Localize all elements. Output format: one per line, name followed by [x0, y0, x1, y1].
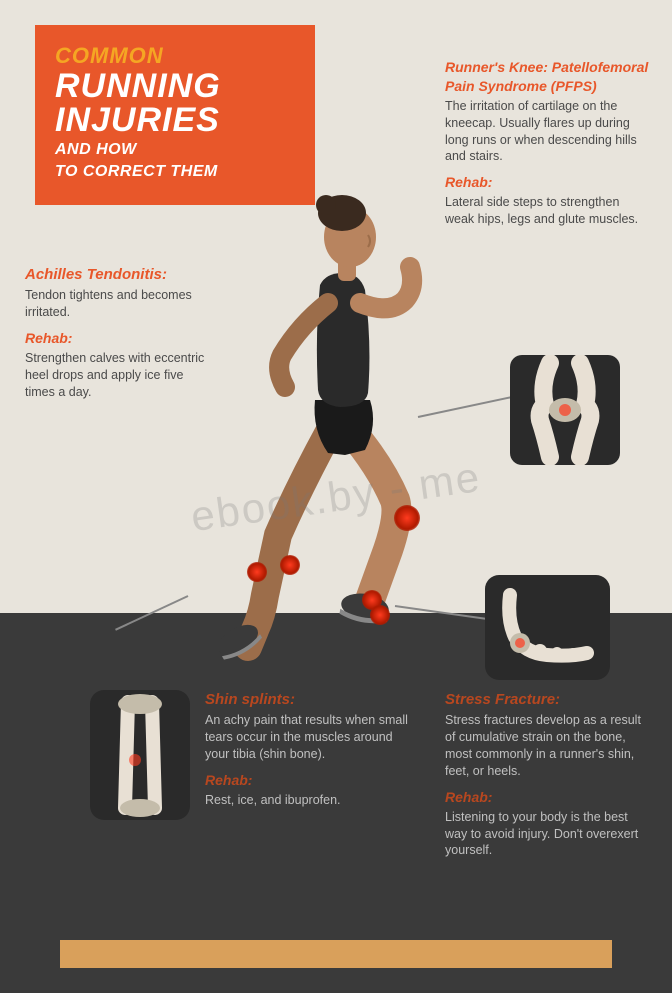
footer-bar — [60, 940, 612, 968]
fracture-rehab-label: Rehab: — [445, 788, 650, 807]
pain-dot-heel — [370, 605, 390, 625]
header-running: RUNNING — [55, 69, 295, 103]
inset-shin — [90, 690, 190, 820]
info-runners-knee: Runner's Knee: Patellofemoral Pain Syndr… — [445, 58, 650, 228]
shin-rehab-label: Rehab: — [205, 771, 415, 790]
pain-dot-achilles-back — [247, 562, 267, 582]
shin-rehab: Rest, ice, and ibuprofen. — [205, 792, 415, 809]
knee-bones-icon — [510, 355, 620, 465]
achilles-rehab-label: Rehab: — [25, 329, 205, 348]
runner-illustration — [200, 155, 480, 675]
shin-bones-icon — [90, 690, 190, 820]
achilles-rehab: Strengthen calves with eccentric heel dr… — [25, 350, 205, 401]
fracture-rehab: Listening to your body is the best way t… — [445, 809, 650, 860]
info-shin-splints: Shin splints: An achy pain that results … — [205, 690, 415, 809]
info-stress-fracture: Stress Fracture: Stress fractures develo… — [445, 690, 650, 859]
infographic-page: COMMON RUNNING INJURIES AND HOW TO CORRE… — [0, 0, 672, 993]
knee-title: Runner's Knee: Patellofemoral Pain Syndr… — [445, 58, 650, 96]
fracture-title: Stress Fracture: — [445, 690, 650, 710]
shin-title: Shin splints: — [205, 690, 415, 710]
foot-bones-icon — [485, 575, 610, 680]
fracture-desc: Stress fractures develop as a result of … — [445, 712, 650, 780]
knee-rehab: Lateral side steps to strengthen weak hi… — [445, 194, 650, 228]
knee-desc: The irritation of cartilage on the kneec… — [445, 98, 650, 166]
header-common: COMMON — [55, 43, 295, 69]
knee-rehab-label: Rehab: — [445, 173, 650, 192]
shin-desc: An achy pain that results when small tea… — [205, 712, 415, 763]
header-injuries: INJURIES — [55, 103, 295, 137]
info-achilles: Achilles Tendonitis: Tendon tightens and… — [25, 265, 205, 401]
runner-svg — [200, 155, 480, 675]
inset-foot — [485, 575, 610, 680]
inset-knee — [510, 355, 620, 465]
achilles-desc: Tendon tightens and becomes irritated. — [25, 287, 205, 321]
pain-dot-shin — [280, 555, 300, 575]
achilles-title: Achilles Tendonitis: — [25, 265, 205, 285]
pain-dot-knee — [394, 505, 420, 531]
